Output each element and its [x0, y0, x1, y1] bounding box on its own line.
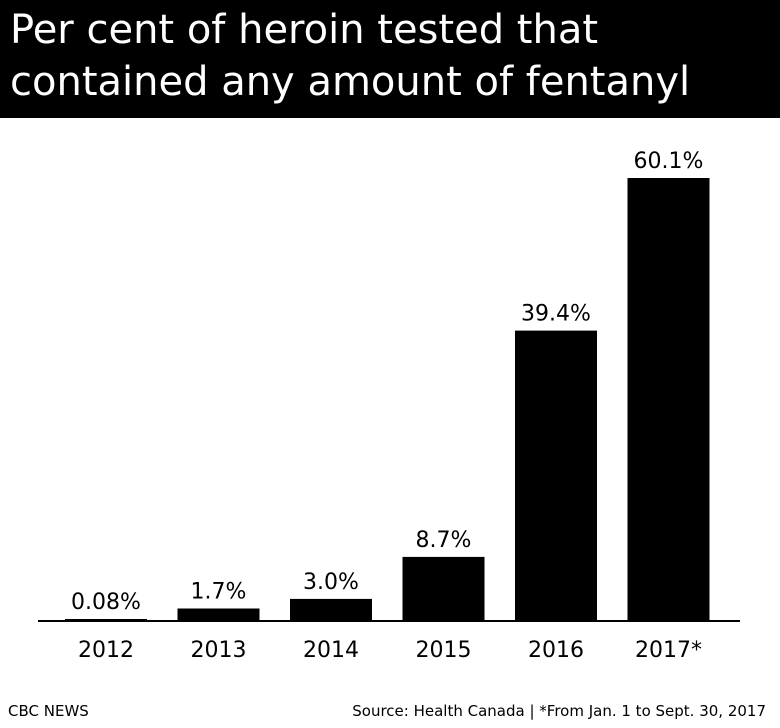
data-label-2012: 0.08%	[71, 590, 141, 615]
data-label-2014: 3.0%	[303, 570, 359, 595]
bar-2017	[627, 178, 710, 621]
bar-chart: 0.08% 1.7% 3.0% 8.7% 39.4% 60.1% 2012 2013 2014…	[38, 149, 740, 663]
data-label-2016: 39.4%	[521, 302, 591, 327]
bar-2015	[402, 556, 485, 621]
source-note: Source: Health Canada | *From Jan. 1 to …	[352, 702, 766, 720]
x-tick-label-2014: 2014	[303, 638, 359, 663]
x-tick-labels-layer: 2012 2013 2014 2015 2016 2017*	[78, 638, 702, 663]
title-bar: Per cent of heroin tested that contained…	[0, 0, 780, 118]
bar-2016	[515, 330, 597, 621]
bars-layer	[65, 178, 710, 621]
data-label-2013: 1.7%	[191, 580, 247, 605]
bar-2014	[290, 598, 372, 621]
chart-title-line-2: contained any amount of fentanyl	[10, 59, 691, 105]
x-tick-label-2016: 2016	[528, 638, 584, 663]
data-labels-layer: 0.08% 1.7% 3.0% 8.7% 39.4% 60.1%	[71, 149, 703, 615]
x-tick-label-2017: 2017*	[635, 638, 702, 663]
brand-label: CBC NEWS	[8, 702, 89, 720]
bar-2013	[177, 608, 260, 621]
data-label-2017: 60.1%	[634, 149, 704, 174]
chart-title-line-1: Per cent of heroin tested that	[10, 7, 599, 53]
data-label-2015: 8.7%	[416, 528, 472, 553]
x-tick-label-2015: 2015	[416, 638, 472, 663]
x-tick-label-2013: 2013	[191, 638, 247, 663]
x-tick-label-2012: 2012	[78, 638, 134, 663]
